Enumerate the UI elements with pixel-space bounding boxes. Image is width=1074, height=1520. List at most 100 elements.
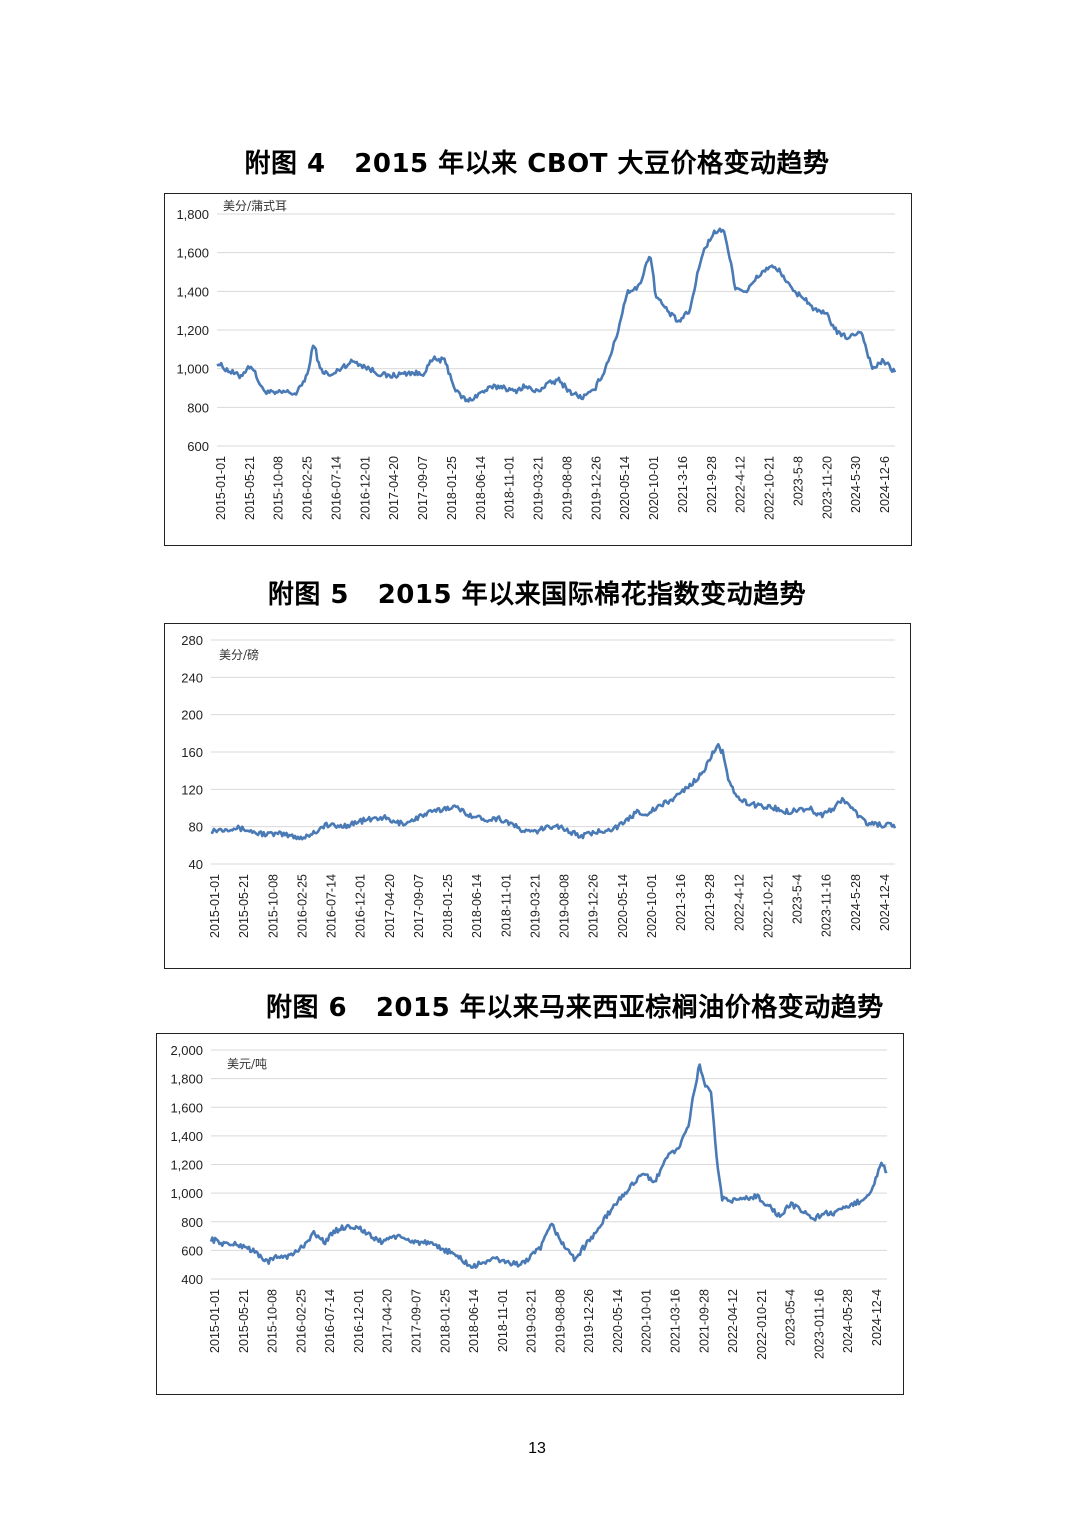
x-tick-label: 2022-010-21 bbox=[755, 1289, 769, 1360]
chart-cotton: 40 80 120 160 200 240 280 美分/磅 2015-01-01 2015-05… bbox=[181, 633, 897, 938]
y-tick-label: 2,000 bbox=[170, 1043, 203, 1058]
figure-label: 附图 5 bbox=[267, 580, 350, 610]
y-tick-label: 800 bbox=[187, 400, 209, 415]
x-tick-label: 2018-06-14 bbox=[474, 456, 488, 520]
x-tick-label: 2019-08-08 bbox=[560, 456, 574, 520]
y-tick-label: 400 bbox=[181, 1272, 203, 1287]
x-tick-label: 2016-07-14 bbox=[323, 1289, 337, 1353]
chart-soybean: 600 800 1,000 1,200 1,400 1,600 1,800 美分/蒲式耳 201… bbox=[176, 199, 897, 520]
x-tick-label: 2018-11-01 bbox=[503, 456, 517, 519]
x-tick-label: 2020-05-14 bbox=[611, 1289, 625, 1353]
x-tick-label: 2024-05-28 bbox=[841, 1289, 855, 1353]
y-tick-label: 240 bbox=[181, 670, 203, 685]
x-tick-label: 2023-011-16 bbox=[812, 1289, 826, 1359]
x-tick-label: 2017-09-07 bbox=[412, 874, 426, 938]
x-tick-label: 2019-08-08 bbox=[558, 874, 572, 938]
x-tick-label: 2017-04-20 bbox=[381, 1289, 395, 1353]
y-tick-label: 600 bbox=[181, 1243, 203, 1258]
y-tick-label: 120 bbox=[181, 782, 203, 797]
unit-label: 美分/蒲式耳 bbox=[223, 199, 287, 213]
x-tick-label: 2019-12-26 bbox=[589, 456, 603, 520]
x-tick-label: 2018-01-25 bbox=[445, 456, 459, 520]
x-tick-label: 2023-5-4 bbox=[791, 874, 805, 924]
x-tick-label: 2016-12-01 bbox=[358, 456, 372, 520]
x-tick-label: 2015-01-01 bbox=[214, 456, 228, 520]
figure-4-title: 附图 4 2015 年以来 CBOT 大豆价格变动趋势 bbox=[0, 143, 1074, 180]
x-tick-label: 2024-12-6 bbox=[878, 456, 892, 513]
figure-5-title: 附图 5 2015 年以来国际棉花指数变动趋势 bbox=[0, 574, 1074, 611]
x-tick-label: 2022-4-12 bbox=[734, 456, 748, 513]
x-tick-label: 2021-9-28 bbox=[703, 874, 717, 931]
figure-caption: 2015 年以来 CBOT 大豆价格变动趋势 bbox=[354, 149, 830, 179]
chart-cotton-frame: 40 80 120 160 200 240 280 美分/磅 2015-01-01 2015-05… bbox=[164, 623, 911, 969]
x-tick-label: 2017-04-20 bbox=[383, 874, 397, 938]
chart-palm-oil: 400 600 800 1,000 1,200 1,400 1,600 1,800 2,000 美… bbox=[170, 1043, 888, 1360]
x-tick-label: 2024-12-4 bbox=[878, 874, 892, 931]
x-tick-label: 2019-03-21 bbox=[525, 1289, 539, 1353]
x-tick-label: 2018-01-25 bbox=[441, 874, 455, 938]
y-tick-label: 1,400 bbox=[176, 284, 209, 299]
price-series-line bbox=[209, 1063, 888, 1269]
x-tick-label: 2015-10-08 bbox=[266, 1289, 280, 1353]
page-number: 13 bbox=[528, 1440, 546, 1457]
figure-6-title: 附图 6 2015 年以来马来西亚棕榈油价格变动趋势 bbox=[146, 987, 884, 1024]
x-tick-label: 2015-05-21 bbox=[243, 456, 257, 520]
x-tick-label: 2018-11-01 bbox=[499, 874, 513, 937]
x-tick-label: 2017-09-07 bbox=[409, 1289, 423, 1353]
y-tick-label: 600 bbox=[187, 439, 209, 454]
x-tick-label: 2016-12-01 bbox=[352, 1289, 366, 1353]
x-tick-label: 2021-09-28 bbox=[697, 1289, 711, 1353]
price-series-line bbox=[216, 227, 897, 403]
figure-caption: 2015 年以来马来西亚棕榈油价格变动趋势 bbox=[375, 993, 884, 1023]
y-tick-label: 40 bbox=[189, 857, 203, 872]
x-tick-label: 2016-02-25 bbox=[294, 1289, 308, 1353]
x-tick-label: 2016-12-01 bbox=[354, 874, 368, 938]
x-tick-label: 2015-05-21 bbox=[237, 874, 251, 938]
figure-label: 附图 6 bbox=[266, 993, 348, 1023]
x-tick-label: 2020-10-01 bbox=[645, 874, 659, 938]
x-tick-label: 2019-03-21 bbox=[528, 874, 542, 938]
x-tick-label: 2024-5-30 bbox=[849, 456, 863, 513]
y-tick-label: 80 bbox=[189, 820, 203, 835]
y-tick-label: 1,600 bbox=[176, 246, 209, 261]
y-tick-label: 200 bbox=[181, 708, 203, 723]
x-tick-label: 2023-11-16 bbox=[820, 874, 834, 937]
x-tick-label: 2015-05-21 bbox=[237, 1289, 251, 1353]
y-tick-label: 1,400 bbox=[170, 1129, 203, 1144]
x-tick-label: 2017-04-20 bbox=[387, 456, 401, 520]
x-tick-label: 2020-10-01 bbox=[640, 1289, 654, 1353]
y-tick-label: 160 bbox=[181, 745, 203, 760]
x-tick-label: 2024-12-4 bbox=[870, 1289, 884, 1346]
unit-label: 美元/吨 bbox=[227, 1057, 267, 1071]
x-tick-label: 2018-01-25 bbox=[438, 1289, 452, 1353]
y-tick-label: 1,600 bbox=[170, 1100, 203, 1115]
y-tick-label: 1,000 bbox=[176, 362, 209, 377]
x-tick-label: 2019-12-26 bbox=[587, 874, 601, 938]
x-tick-label: 2017-09-07 bbox=[416, 456, 430, 520]
x-tick-label: 2016-02-25 bbox=[301, 456, 315, 520]
x-tick-label: 2022-04-12 bbox=[726, 1289, 740, 1353]
y-tick-label: 280 bbox=[181, 633, 203, 648]
x-tick-label: 2016-07-14 bbox=[329, 456, 343, 520]
chart-palm-oil-frame: 400 600 800 1,000 1,200 1,400 1,600 1,800 2,000 美… bbox=[156, 1033, 904, 1395]
chart-soybean-frame: 600 800 1,000 1,200 1,400 1,600 1,800 美分/蒲式耳 201… bbox=[164, 193, 912, 546]
x-tick-label: 2015-01-01 bbox=[208, 1289, 222, 1353]
figure-caption: 2015 年以来国际棉花指数变动趋势 bbox=[377, 580, 807, 610]
x-tick-label: 2022-10-21 bbox=[763, 456, 777, 520]
x-tick-label: 2018-11-01 bbox=[496, 1289, 510, 1352]
price-series-line bbox=[210, 743, 897, 841]
x-tick-label: 2021-03-16 bbox=[669, 1289, 683, 1353]
figure-label: 附图 4 bbox=[244, 149, 326, 179]
x-tick-label: 2015-10-08 bbox=[272, 456, 286, 520]
x-tick-label: 2016-07-14 bbox=[325, 874, 339, 938]
x-tick-label: 2022-4-12 bbox=[732, 874, 746, 931]
y-tick-label: 1,800 bbox=[170, 1072, 203, 1087]
x-tick-label: 2018-06-14 bbox=[470, 874, 484, 938]
x-tick-label: 2023-11-20 bbox=[820, 456, 834, 519]
y-tick-label: 1,200 bbox=[170, 1158, 203, 1173]
x-tick-label: 2015-01-01 bbox=[208, 874, 222, 938]
x-tick-label: 2021-9-28 bbox=[705, 456, 719, 513]
x-tick-label: 2019-12-26 bbox=[582, 1289, 596, 1353]
x-tick-label: 2019-08-08 bbox=[553, 1289, 567, 1353]
x-tick-label: 2015-10-08 bbox=[266, 874, 280, 938]
